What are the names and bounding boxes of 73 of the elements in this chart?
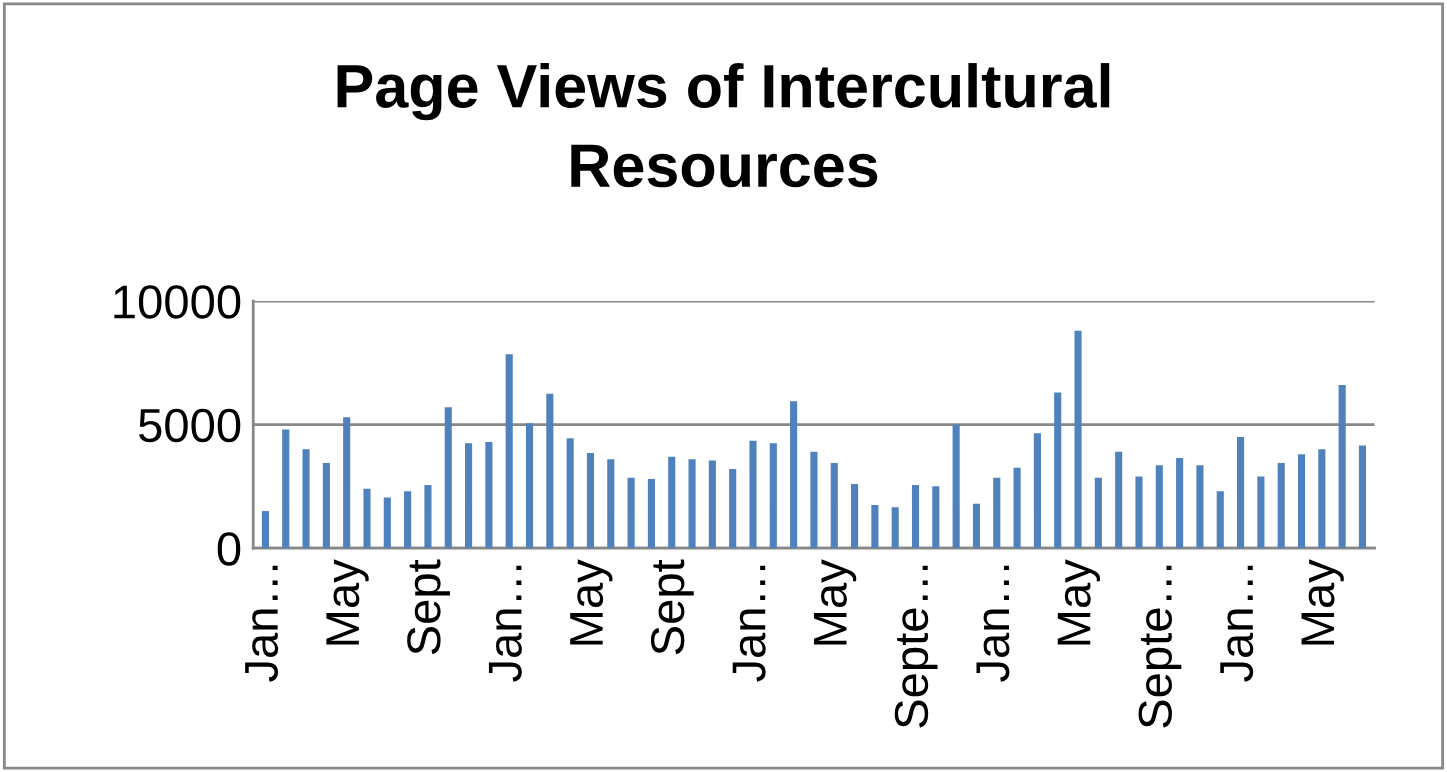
- bar: [830, 462, 838, 549]
- x-tick-label: Septe…: [1138, 565, 1182, 728]
- bar: [668, 456, 676, 549]
- bar: [1135, 476, 1143, 549]
- x-tick-label: May: [326, 559, 369, 645]
- x-tick-label: Jan…: [732, 565, 766, 682]
- x-tick-label: Sept: [650, 559, 694, 655]
- bar: [932, 486, 940, 549]
- bar: [1237, 436, 1245, 549]
- x-tick-label: May: [1057, 559, 1101, 645]
- x-tick-label: Septe…: [894, 565, 938, 728]
- bar: [1115, 451, 1123, 549]
- bar: [810, 451, 818, 549]
- bar: [566, 438, 574, 549]
- bar: [1176, 457, 1184, 549]
- bar: [769, 443, 777, 549]
- bar: [647, 478, 655, 549]
- bar: [952, 424, 960, 549]
- bar: [343, 417, 351, 549]
- bar: [1033, 433, 1041, 549]
- bar: [485, 441, 493, 549]
- bar: [627, 477, 635, 549]
- bar: [1297, 454, 1306, 549]
- bar: [1094, 477, 1102, 549]
- bar: [607, 459, 615, 549]
- bar: [1358, 445, 1367, 549]
- bar: [424, 485, 432, 549]
- bar: [972, 503, 981, 549]
- bar: [1338, 385, 1346, 549]
- bar: [891, 507, 899, 549]
- x-tick-label: Jan…: [976, 565, 1010, 682]
- bar: [1196, 465, 1204, 549]
- x-tick-label: May: [813, 559, 857, 645]
- bar: [790, 401, 798, 549]
- bar: [1013, 467, 1021, 549]
- bar: [1074, 330, 1082, 549]
- bar: [363, 488, 371, 549]
- bar: [383, 497, 391, 549]
- x-tick-label: Jan…: [488, 565, 522, 682]
- x-tick-label: Jan…: [245, 565, 279, 682]
- chart-title: Page Views of Intercultural Resources: [337, 63, 1110, 188]
- bar: [465, 443, 473, 549]
- bar: [586, 453, 595, 549]
- bar: [708, 460, 716, 549]
- bar: [911, 485, 920, 549]
- bar: [525, 423, 534, 549]
- bar: [993, 477, 1001, 549]
- bar: [505, 354, 513, 549]
- x-tick-label: Jan…: [1220, 565, 1254, 682]
- bar: [688, 459, 696, 549]
- x-tick-label: May: [1301, 559, 1344, 645]
- bar: [546, 393, 554, 549]
- bar: [1318, 449, 1326, 549]
- bar: [282, 429, 290, 549]
- bar: [851, 483, 859, 549]
- bar: [322, 462, 330, 549]
- bar: [749, 440, 757, 549]
- y-tick-label: 10000: [114, 285, 241, 319]
- bar: [1257, 476, 1265, 549]
- x-tick-label: May: [570, 559, 613, 645]
- bar: [444, 407, 452, 549]
- bar: [1054, 392, 1062, 549]
- bar: [404, 491, 412, 549]
- bar: [1277, 462, 1285, 549]
- bar: [729, 469, 737, 549]
- bar: [261, 511, 269, 549]
- x-tick-label: Sept: [407, 559, 450, 655]
- y-tick-label: 5000: [138, 408, 241, 443]
- bar: [1155, 465, 1163, 549]
- bar: [871, 504, 879, 549]
- bar: [302, 449, 310, 549]
- bar: [1216, 491, 1224, 549]
- y-tick-label: 0: [217, 532, 241, 566]
